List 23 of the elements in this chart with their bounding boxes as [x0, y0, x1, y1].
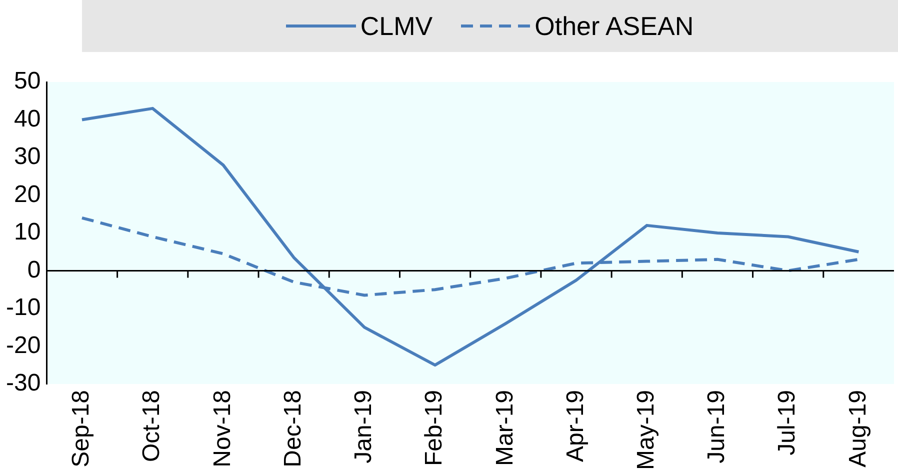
legend-label: Other ASEAN — [534, 10, 694, 42]
x-tick-label: Aug-19 — [844, 390, 872, 468]
x-tick-label: Nov-18 — [208, 390, 236, 468]
x-tick-label: Feb-19 — [420, 390, 448, 466]
x-tick-label: Dec-18 — [279, 390, 306, 468]
y-tick-label: 0 — [27, 256, 41, 284]
x-tick-label: May-19 — [632, 390, 660, 470]
y-tick-label: 10 — [14, 218, 41, 246]
x-tick-label: Apr-19 — [562, 390, 589, 462]
x-tick-label: Oct-18 — [138, 390, 166, 462]
x-tick-label: Mar-19 — [491, 390, 518, 466]
y-tick-label: -20 — [6, 332, 41, 359]
y-tick-label: -30 — [6, 370, 41, 397]
y-tick-label: -10 — [6, 294, 41, 322]
x-tick-label: Jul-19 — [774, 390, 801, 456]
x-tick-label: Jun-19 — [703, 390, 730, 464]
y-tick-label: 30 — [14, 143, 41, 170]
x-tick-label: Sep-18 — [68, 390, 95, 468]
y-tick-label: 40 — [14, 105, 41, 132]
y-tick-label: 20 — [14, 180, 41, 208]
y-tick-label: 50 — [14, 68, 41, 95]
legend-label: CLMV — [360, 10, 433, 42]
x-tick-label: Jan-19 — [350, 390, 378, 464]
